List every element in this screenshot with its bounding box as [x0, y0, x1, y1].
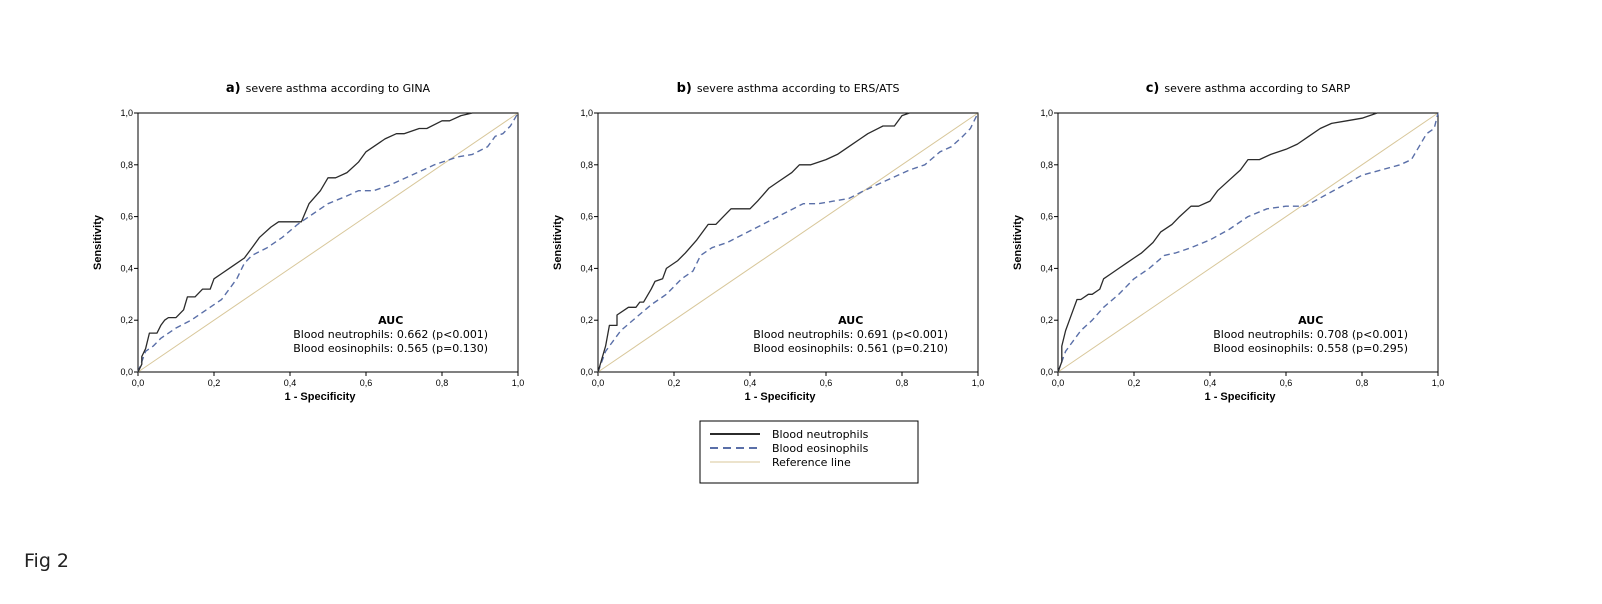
- y-axis-label: Sensitivity: [1012, 214, 1024, 270]
- auc-title: AUC: [1298, 314, 1323, 327]
- x-tick-label: 0,8: [896, 378, 909, 388]
- y-tick-label: 0,2: [1040, 315, 1053, 325]
- x-tick-label: 1,0: [972, 378, 985, 388]
- series-line-reference-line: [597, 112, 979, 373]
- legend-box: [699, 420, 919, 484]
- figure-caption: Fig 2: [24, 550, 70, 572]
- y-tick-label: 1,0: [120, 108, 133, 118]
- y-tick-label: 0,4: [580, 263, 593, 273]
- y-tick-label: 0,8: [580, 160, 593, 170]
- x-tick-label: 0,0: [1052, 378, 1065, 388]
- series-line-blood-eosinophils: [137, 112, 519, 373]
- x-axis-label: 1 - Specificity: [745, 391, 817, 403]
- y-tick-label: 0,0: [120, 367, 133, 377]
- y-tick-label: 0,6: [120, 212, 133, 222]
- y-tick-label: 0,6: [1040, 212, 1053, 222]
- plot-frame: [597, 112, 979, 373]
- series-line-blood-eosinophils: [1057, 112, 1439, 373]
- x-tick-label: 0,0: [132, 378, 145, 388]
- y-tick-label: 0,6: [580, 212, 593, 222]
- y-tick-label: 1,0: [580, 108, 593, 118]
- x-tick-label: 0,0: [592, 378, 605, 388]
- x-tick-label: 0,8: [1356, 378, 1369, 388]
- series-line-reference-line: [137, 112, 519, 373]
- y-tick-label: 0,4: [120, 263, 133, 273]
- auc-line: Blood eosinophils: 0.565 (p=0.130): [293, 342, 488, 355]
- y-tick-label: 0,8: [1040, 160, 1053, 170]
- x-tick-label: 0,8: [436, 378, 449, 388]
- legend-entry: Blood eosinophils: [772, 442, 869, 455]
- panel-letter: a): [226, 81, 241, 96]
- y-tick-label: 0,0: [580, 367, 593, 377]
- series-line-reference-line: [1057, 112, 1439, 373]
- panel-title-text: severe asthma according to ERS/ATS: [697, 82, 900, 95]
- auc-title: AUC: [378, 314, 403, 327]
- chart-panels: a) severe asthma according to GINA 0,0 0,2 0…: [92, 81, 1444, 403]
- x-tick-label: 0,4: [1204, 378, 1217, 388]
- panel-title-text: severe asthma according to SARP: [1164, 82, 1350, 95]
- y-tick-label: 0,8: [120, 160, 133, 170]
- x-tick-label: 0,2: [208, 378, 221, 388]
- series-line-blood-neutrophils: [1057, 112, 1438, 373]
- auc-line: Blood neutrophils: 0.708 (p<0.001): [1213, 328, 1408, 341]
- y-tick-label: 1,0: [1040, 108, 1053, 118]
- x-tick-label: 1,0: [512, 378, 525, 388]
- legend-entry: Blood neutrophils: [772, 428, 869, 441]
- chart-panel-1: a) severe asthma according to GINA 0,0 0,2 0…: [92, 81, 524, 403]
- auc-line: Blood neutrophils: 0.662 (p<0.001): [293, 328, 488, 341]
- plot-frame: [137, 112, 519, 373]
- y-tick-label: 0,4: [1040, 263, 1053, 273]
- x-tick-label: 0,2: [1128, 378, 1141, 388]
- x-tick-label: 0,6: [360, 378, 373, 388]
- series-line-blood-neutrophils: [137, 112, 518, 373]
- y-tick-label: 0,0: [1040, 367, 1053, 377]
- x-tick-label: 1,0: [1432, 378, 1445, 388]
- y-tick-label: 0,2: [120, 315, 133, 325]
- panel-letter: b): [677, 81, 692, 96]
- auc-line: Blood neutrophils: 0.691 (p<0.001): [753, 328, 948, 341]
- panel-letter: c): [1146, 81, 1160, 96]
- y-axis-label: Sensitivity: [92, 214, 104, 270]
- x-tick-label: 0,4: [744, 378, 757, 388]
- panel-title: a) severe asthma according to GINA: [226, 81, 431, 96]
- x-tick-label: 0,6: [820, 378, 833, 388]
- auc-title: AUC: [838, 314, 863, 327]
- x-tick-label: 0,2: [668, 378, 681, 388]
- auc-line: Blood eosinophils: 0.561 (p=0.210): [753, 342, 948, 355]
- x-axis-label: 1 - Specificity: [285, 391, 357, 403]
- plot-frame: [1057, 112, 1439, 373]
- y-tick-label: 0,2: [580, 315, 593, 325]
- y-axis-label: Sensitivity: [552, 214, 564, 270]
- series-line-blood-neutrophils: [597, 112, 978, 373]
- panel-title: c) severe asthma according to SARP: [1146, 81, 1351, 96]
- chart-panel-3: c) severe asthma according to SARP 0,0 0,2 0…: [1012, 81, 1444, 403]
- panel-title-text: severe asthma according to GINA: [246, 82, 431, 95]
- x-axis-label: 1 - Specificity: [1205, 391, 1277, 403]
- x-tick-label: 0,4: [284, 378, 297, 388]
- legend-entry: Reference line: [772, 456, 851, 469]
- x-tick-label: 0,6: [1280, 378, 1293, 388]
- auc-line: Blood eosinophils: 0.558 (p=0.295): [1213, 342, 1408, 355]
- panel-title: b) severe asthma according to ERS/ATS: [677, 81, 900, 96]
- series-line-blood-eosinophils: [597, 112, 979, 373]
